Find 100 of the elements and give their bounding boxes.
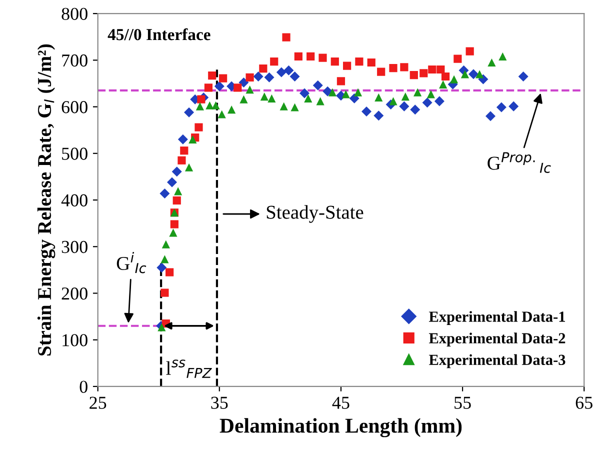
point — [508, 101, 519, 112]
y-tick-label: 200 — [62, 287, 88, 300]
ref-line-label: G$^{Prop.}$$_{Ic}$ — [488, 152, 551, 173]
y-tick-label: 400 — [61, 194, 88, 206]
y-tick-label: 0 — [80, 380, 88, 393]
point — [428, 65, 436, 74]
legend-label: Experimental Data-3 — [428, 354, 566, 368]
point — [476, 70, 484, 78]
point — [282, 33, 290, 42]
point — [240, 95, 248, 104]
point — [178, 156, 186, 164]
point — [204, 84, 213, 92]
ref-line-label: G$^{i}$$_{Ic}$ — [116, 252, 146, 274]
x-tick-label: 35 — [211, 396, 228, 409]
point — [212, 101, 220, 110]
point — [294, 52, 302, 60]
point — [420, 69, 428, 78]
point — [158, 323, 166, 332]
point — [259, 64, 268, 73]
point — [169, 228, 178, 237]
point — [485, 111, 496, 122]
x-axis-title: Delamination Length (mm) — [220, 418, 462, 438]
point — [450, 75, 458, 84]
point — [460, 70, 470, 78]
point — [410, 71, 418, 80]
point — [180, 146, 188, 155]
y-tick-label: 100 — [62, 334, 88, 346]
annotation: Steady-State — [266, 205, 364, 223]
point — [170, 220, 178, 228]
x-tick-label: 65 — [576, 396, 592, 409]
point — [322, 86, 333, 96]
point — [361, 106, 372, 116]
point — [208, 72, 216, 80]
legend-label: Experimental Data-1 — [428, 311, 565, 325]
point — [318, 54, 327, 62]
point — [328, 88, 337, 96]
point — [284, 65, 294, 76]
point — [184, 107, 194, 118]
point — [400, 63, 408, 72]
point — [260, 92, 268, 101]
point — [330, 58, 339, 66]
point — [343, 62, 352, 70]
point — [374, 93, 383, 102]
point — [306, 52, 315, 60]
annotation: l$^{ss}$$_{FPZ}$ — [166, 360, 212, 378]
point — [434, 96, 444, 106]
point — [290, 71, 300, 82]
point — [377, 68, 386, 76]
x-tick-label: 45 — [332, 396, 350, 409]
point — [276, 67, 286, 78]
point — [414, 88, 422, 96]
point — [316, 97, 324, 106]
point — [174, 187, 182, 196]
point — [253, 71, 264, 82]
y-tick-label: 700 — [62, 54, 88, 67]
point — [234, 84, 242, 92]
point — [336, 77, 346, 86]
point — [374, 110, 384, 121]
point — [410, 104, 420, 115]
point — [160, 288, 169, 297]
y-tick-label: 600 — [62, 101, 88, 114]
point — [270, 58, 278, 66]
point — [355, 58, 364, 66]
point — [188, 135, 197, 144]
point — [264, 72, 274, 82]
point — [399, 101, 410, 112]
point — [367, 58, 376, 67]
y-tick-label: 800 — [62, 8, 88, 20]
point — [162, 240, 170, 248]
point — [496, 102, 506, 112]
legend-label: Experimental Data-2 — [428, 332, 566, 347]
point — [300, 88, 310, 98]
point — [178, 134, 188, 144]
point — [354, 88, 362, 96]
point — [422, 98, 432, 108]
point — [156, 262, 167, 273]
point — [238, 78, 249, 88]
point — [197, 95, 206, 104]
point — [498, 52, 507, 60]
point — [468, 69, 478, 80]
point — [342, 90, 350, 98]
point — [466, 47, 474, 56]
point — [246, 73, 254, 82]
point — [304, 94, 312, 102]
y-tick-label: 300 — [62, 240, 88, 254]
x-tick-label: 25 — [90, 396, 106, 409]
point — [214, 81, 224, 92]
point — [172, 166, 182, 177]
point — [184, 163, 194, 172]
point — [219, 74, 228, 82]
point — [454, 54, 462, 63]
point — [160, 188, 170, 198]
point — [196, 102, 204, 110]
point — [389, 64, 398, 72]
point — [268, 94, 276, 102]
point — [206, 101, 214, 110]
point — [401, 92, 410, 101]
point — [194, 123, 203, 132]
point — [166, 177, 178, 188]
point — [228, 106, 236, 114]
